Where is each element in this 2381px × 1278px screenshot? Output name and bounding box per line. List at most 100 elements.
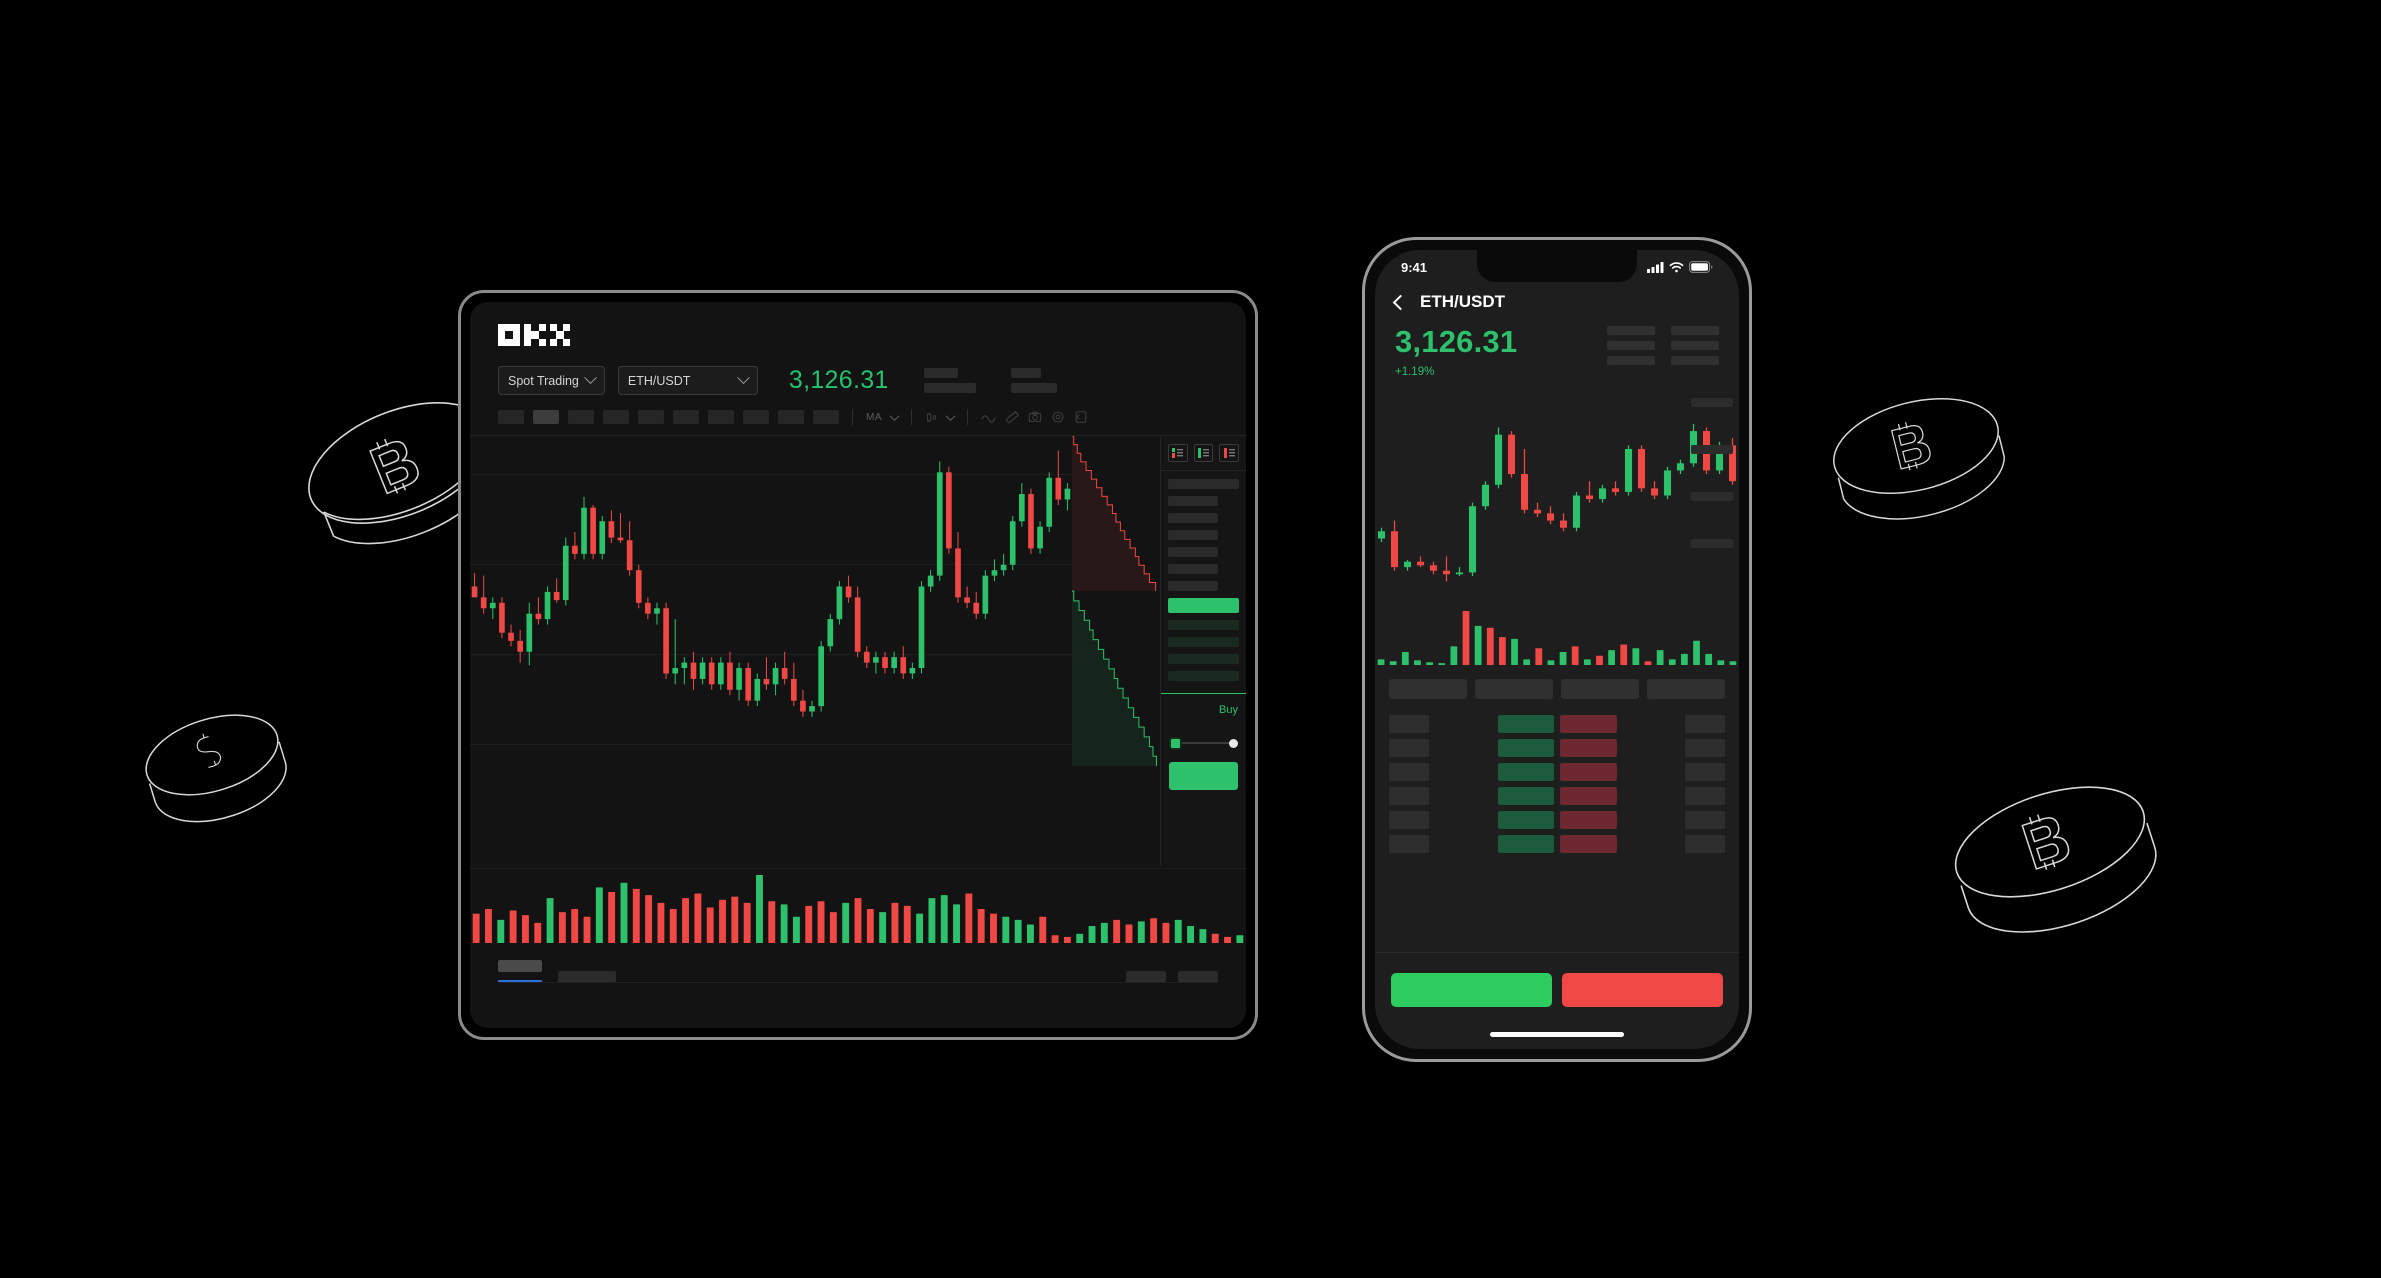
order-book-cell xyxy=(1685,763,1725,781)
sell-button[interactable] xyxy=(1562,973,1723,1007)
ask-row[interactable] xyxy=(1560,787,1617,805)
place-order-button[interactable] xyxy=(1169,762,1238,790)
tab-extra[interactable] xyxy=(1126,971,1166,983)
phone-price-block: 3,126.31 +1.19% xyxy=(1375,312,1739,378)
chevron-down-icon[interactable] xyxy=(945,410,956,421)
candlestick-chart[interactable] xyxy=(470,436,1072,866)
timeframe-button[interactable] xyxy=(568,410,594,424)
order-book-row[interactable] xyxy=(1168,620,1239,630)
phone-tab[interactable] xyxy=(1561,679,1639,699)
ask-row[interactable] xyxy=(1560,811,1617,829)
stat-block xyxy=(923,368,976,393)
ask-row[interactable] xyxy=(1560,715,1617,733)
camera-icon[interactable] xyxy=(1028,410,1042,424)
buy-button[interactable] xyxy=(1391,973,1552,1007)
depth-asks-icon[interactable] xyxy=(1219,444,1240,462)
ask-row[interactable] xyxy=(1560,739,1617,757)
slider-handle[interactable] xyxy=(1169,736,1182,750)
order-book-cell xyxy=(1389,763,1429,781)
order-book-row[interactable] xyxy=(1168,513,1218,523)
order-book-asks[interactable] xyxy=(1560,715,1617,853)
order-book-cell xyxy=(1685,739,1725,757)
buy-label[interactable]: Buy xyxy=(1219,704,1238,716)
order-book-row[interactable] xyxy=(1168,496,1218,506)
volume-chart xyxy=(470,868,1246,946)
order-book-bids[interactable] xyxy=(1497,715,1554,853)
stat-placeholder xyxy=(1607,326,1655,335)
timeframe-button[interactable] xyxy=(603,410,629,424)
bid-row[interactable] xyxy=(1497,787,1554,805)
back-icon[interactable] xyxy=(1392,294,1409,310)
phone-stats xyxy=(1607,326,1719,365)
timeframe-button[interactable] xyxy=(778,410,804,424)
tab-orders-active[interactable] xyxy=(498,960,542,972)
order-book-row[interactable] xyxy=(1168,547,1218,557)
pair-select[interactable]: ETH/USDT xyxy=(617,366,758,395)
bitcoin-coin xyxy=(1948,778,2158,938)
timeframe-button-active[interactable] xyxy=(533,410,559,424)
divider xyxy=(1375,952,1739,953)
tablet-screen: Spot Trading ETH/USDT 3,126.31 xyxy=(470,302,1246,1028)
order-book-row[interactable] xyxy=(1168,671,1239,681)
phone-pair-title: ETH/USDT xyxy=(1420,292,1505,311)
order-book-row[interactable] xyxy=(1168,530,1218,540)
order-book-row[interactable] xyxy=(1168,564,1218,574)
timeframe-button[interactable] xyxy=(743,410,769,424)
fullscreen-icon[interactable] xyxy=(1074,410,1088,424)
divider xyxy=(967,409,968,425)
slider-track[interactable] xyxy=(1182,742,1233,744)
stat-block xyxy=(1607,326,1655,365)
stat-placeholder xyxy=(1607,341,1655,350)
market-type-select[interactable]: Spot Trading xyxy=(498,366,605,395)
order-book-row[interactable] xyxy=(1168,581,1218,591)
timeframe-button[interactable] xyxy=(638,410,664,424)
settings-icon[interactable] xyxy=(1051,410,1065,424)
tab-extra[interactable] xyxy=(1178,971,1218,983)
tab-positions[interactable] xyxy=(558,971,616,983)
candle-style-icon[interactable] xyxy=(925,411,938,424)
timeframe-button[interactable] xyxy=(813,410,839,424)
timeframe-button[interactable] xyxy=(498,410,524,424)
bid-row[interactable] xyxy=(1497,763,1554,781)
depth-bids-icon[interactable] xyxy=(1193,444,1214,462)
phone-device: 9:41 xyxy=(1362,237,1752,1062)
price-axis-labels xyxy=(1691,398,1733,548)
slider-endpoint[interactable] xyxy=(1229,738,1238,748)
divider xyxy=(1161,693,1246,694)
bid-row[interactable] xyxy=(1497,811,1554,829)
timeframe-button[interactable] xyxy=(673,410,699,424)
amount-slider[interactable] xyxy=(1161,736,1246,750)
line-style-icon[interactable] xyxy=(981,411,996,424)
bid-row[interactable] xyxy=(1497,739,1554,757)
indicator-ma-label[interactable]: MA xyxy=(866,411,882,423)
phone-candlestick-chart[interactable] xyxy=(1375,388,1739,603)
phone-tab[interactable] xyxy=(1475,679,1553,699)
depth-both-icon[interactable] xyxy=(1168,444,1188,462)
order-book-row-highlight[interactable] xyxy=(1168,598,1239,613)
stat-placeholder xyxy=(1671,356,1719,365)
tablet-device: Spot Trading ETH/USDT 3,126.31 xyxy=(458,290,1258,1040)
phone-tab[interactable] xyxy=(1389,679,1467,699)
phone-action-bar xyxy=(1375,961,1739,1007)
chevron-down-icon[interactable] xyxy=(889,410,900,421)
phone-order-book[interactable] xyxy=(1375,699,1739,853)
order-book-rows[interactable] xyxy=(1161,471,1246,689)
ask-row[interactable] xyxy=(1560,763,1617,781)
phone-tab[interactable] xyxy=(1647,679,1725,699)
ruler-icon[interactable] xyxy=(1005,410,1019,424)
divider xyxy=(911,409,912,425)
notch xyxy=(1477,250,1637,282)
depth-chart xyxy=(1072,436,1160,866)
bid-row[interactable] xyxy=(1497,715,1554,733)
dollar-coin xyxy=(140,700,290,835)
order-book-row[interactable] xyxy=(1168,479,1239,489)
timeframe-button[interactable] xyxy=(708,410,734,424)
phone-volume-chart xyxy=(1375,605,1739,669)
stat-block xyxy=(1010,368,1057,393)
ask-row[interactable] xyxy=(1560,835,1617,853)
bid-row[interactable] xyxy=(1497,835,1554,853)
order-book-row[interactable] xyxy=(1168,654,1239,664)
order-book-cell xyxy=(1389,739,1429,757)
order-book-row[interactable] xyxy=(1168,637,1239,647)
status-time: 9:41 xyxy=(1401,259,1428,275)
